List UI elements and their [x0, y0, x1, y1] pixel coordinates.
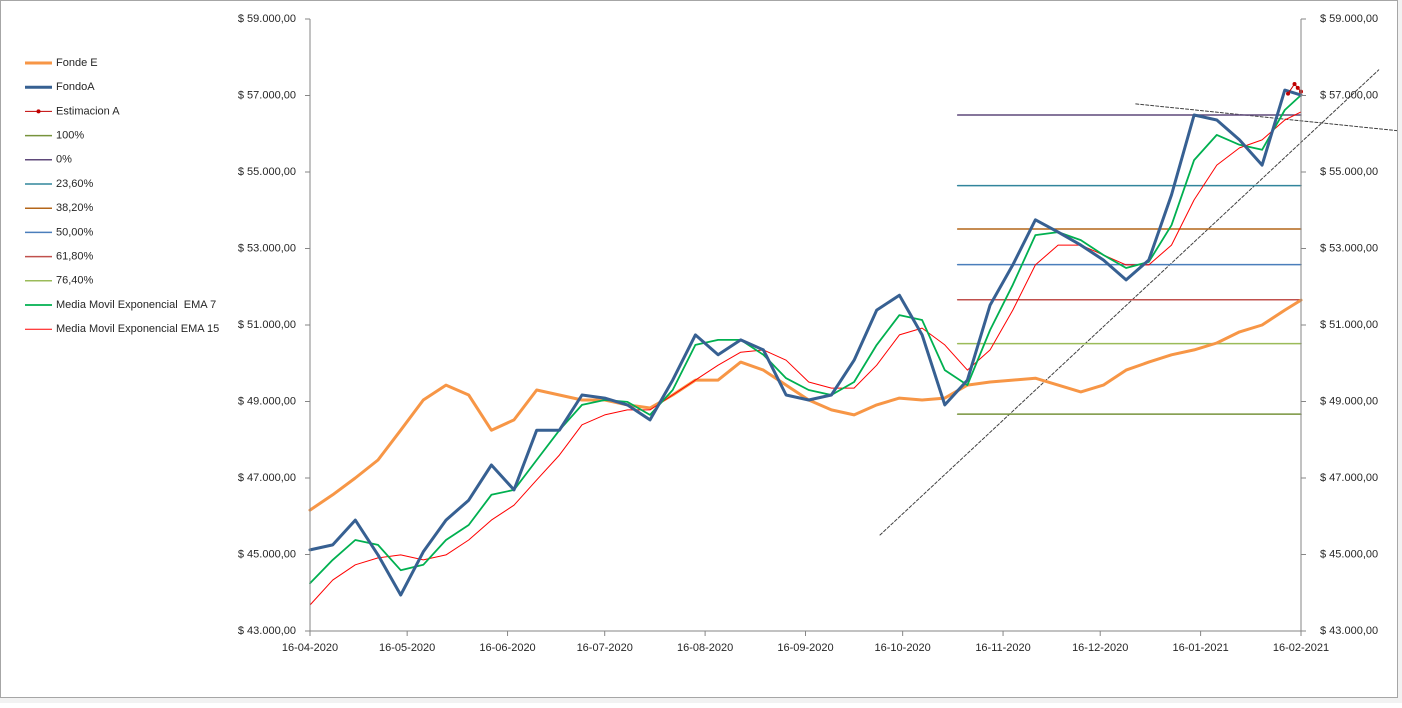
x-tick-label: 16-06-2020 — [479, 642, 535, 654]
y-tick-label: $ 59.000,00 — [238, 13, 296, 25]
legend-label: 50,00% — [56, 226, 94, 238]
x-tick-label: 16-08-2020 — [677, 642, 733, 654]
y-tick-label: $ 45.000,00 — [238, 548, 296, 560]
x-tick-label: 16-10-2020 — [875, 642, 931, 654]
x-tick-label: 16-09-2020 — [777, 642, 833, 654]
x-tick-label: 16-05-2020 — [379, 642, 435, 654]
legend-label: 38,20% — [56, 202, 94, 214]
y2-tick-label: $ 55.000,00 — [1320, 166, 1378, 178]
plot-area — [308, 69, 1397, 606]
y2-tick-label: $ 45.000,00 — [1320, 548, 1378, 560]
legend-swatch-marker — [36, 109, 41, 114]
y-tick-label: $ 53.000,00 — [238, 242, 296, 254]
trendline — [879, 69, 1380, 536]
x-tick-label: 16-02-2021 — [1273, 642, 1329, 654]
x-tick-label: 16-04-2020 — [282, 642, 338, 654]
trendline — [1135, 103, 1397, 132]
y2-tick-label: $ 51.000,00 — [1320, 319, 1378, 331]
y2-tick-label: $ 53.000,00 — [1320, 242, 1378, 254]
legend-label: Media Movil Exponencial EMA 7 — [56, 299, 216, 311]
y-tick-label: $ 47.000,00 — [238, 472, 296, 484]
y2-tick-label: $ 47.000,00 — [1320, 472, 1378, 484]
x-tick-label: 16-07-2020 — [577, 642, 633, 654]
y-tick-label: $ 57.000,00 — [238, 89, 296, 101]
y2-tick-label: $ 49.000,00 — [1320, 395, 1378, 407]
y-tick-label: $ 43.000,00 — [238, 625, 296, 637]
legend-label: 76,40% — [56, 275, 94, 287]
data-point — [1286, 91, 1291, 96]
legend-label: FondoA — [56, 81, 95, 93]
data-point — [1295, 85, 1300, 90]
legend-label: 23,60% — [56, 178, 94, 190]
legend-label: Media Movil Exponencial EMA 15 — [56, 323, 219, 335]
series-line — [308, 88, 1303, 597]
series-line — [309, 94, 1302, 585]
x-tick-label: 16-01-2021 — [1172, 642, 1228, 654]
y-tick-label: $ 51.000,00 — [238, 319, 296, 331]
x-tick-label: 16-11-2020 — [975, 642, 1030, 654]
y-tick-label: $ 49.000,00 — [238, 395, 296, 407]
y-tick-label: $ 55.000,00 — [238, 166, 296, 178]
data-point — [1292, 82, 1297, 87]
y2-tick-label: $ 43.000,00 — [1320, 625, 1378, 637]
legend-label: Estimacion A — [56, 105, 120, 117]
legend-label: Fonde E — [56, 57, 98, 69]
y2-tick-label: $ 57.000,00 — [1320, 89, 1378, 101]
legend-label: 100% — [56, 130, 84, 142]
y2-tick-label: $ 59.000,00 — [1320, 13, 1378, 25]
series-line — [1287, 83, 1302, 95]
x-tick-label: 16-12-2020 — [1072, 642, 1128, 654]
legend-label: 61,80% — [56, 251, 94, 263]
legend-label: 0% — [56, 154, 72, 166]
